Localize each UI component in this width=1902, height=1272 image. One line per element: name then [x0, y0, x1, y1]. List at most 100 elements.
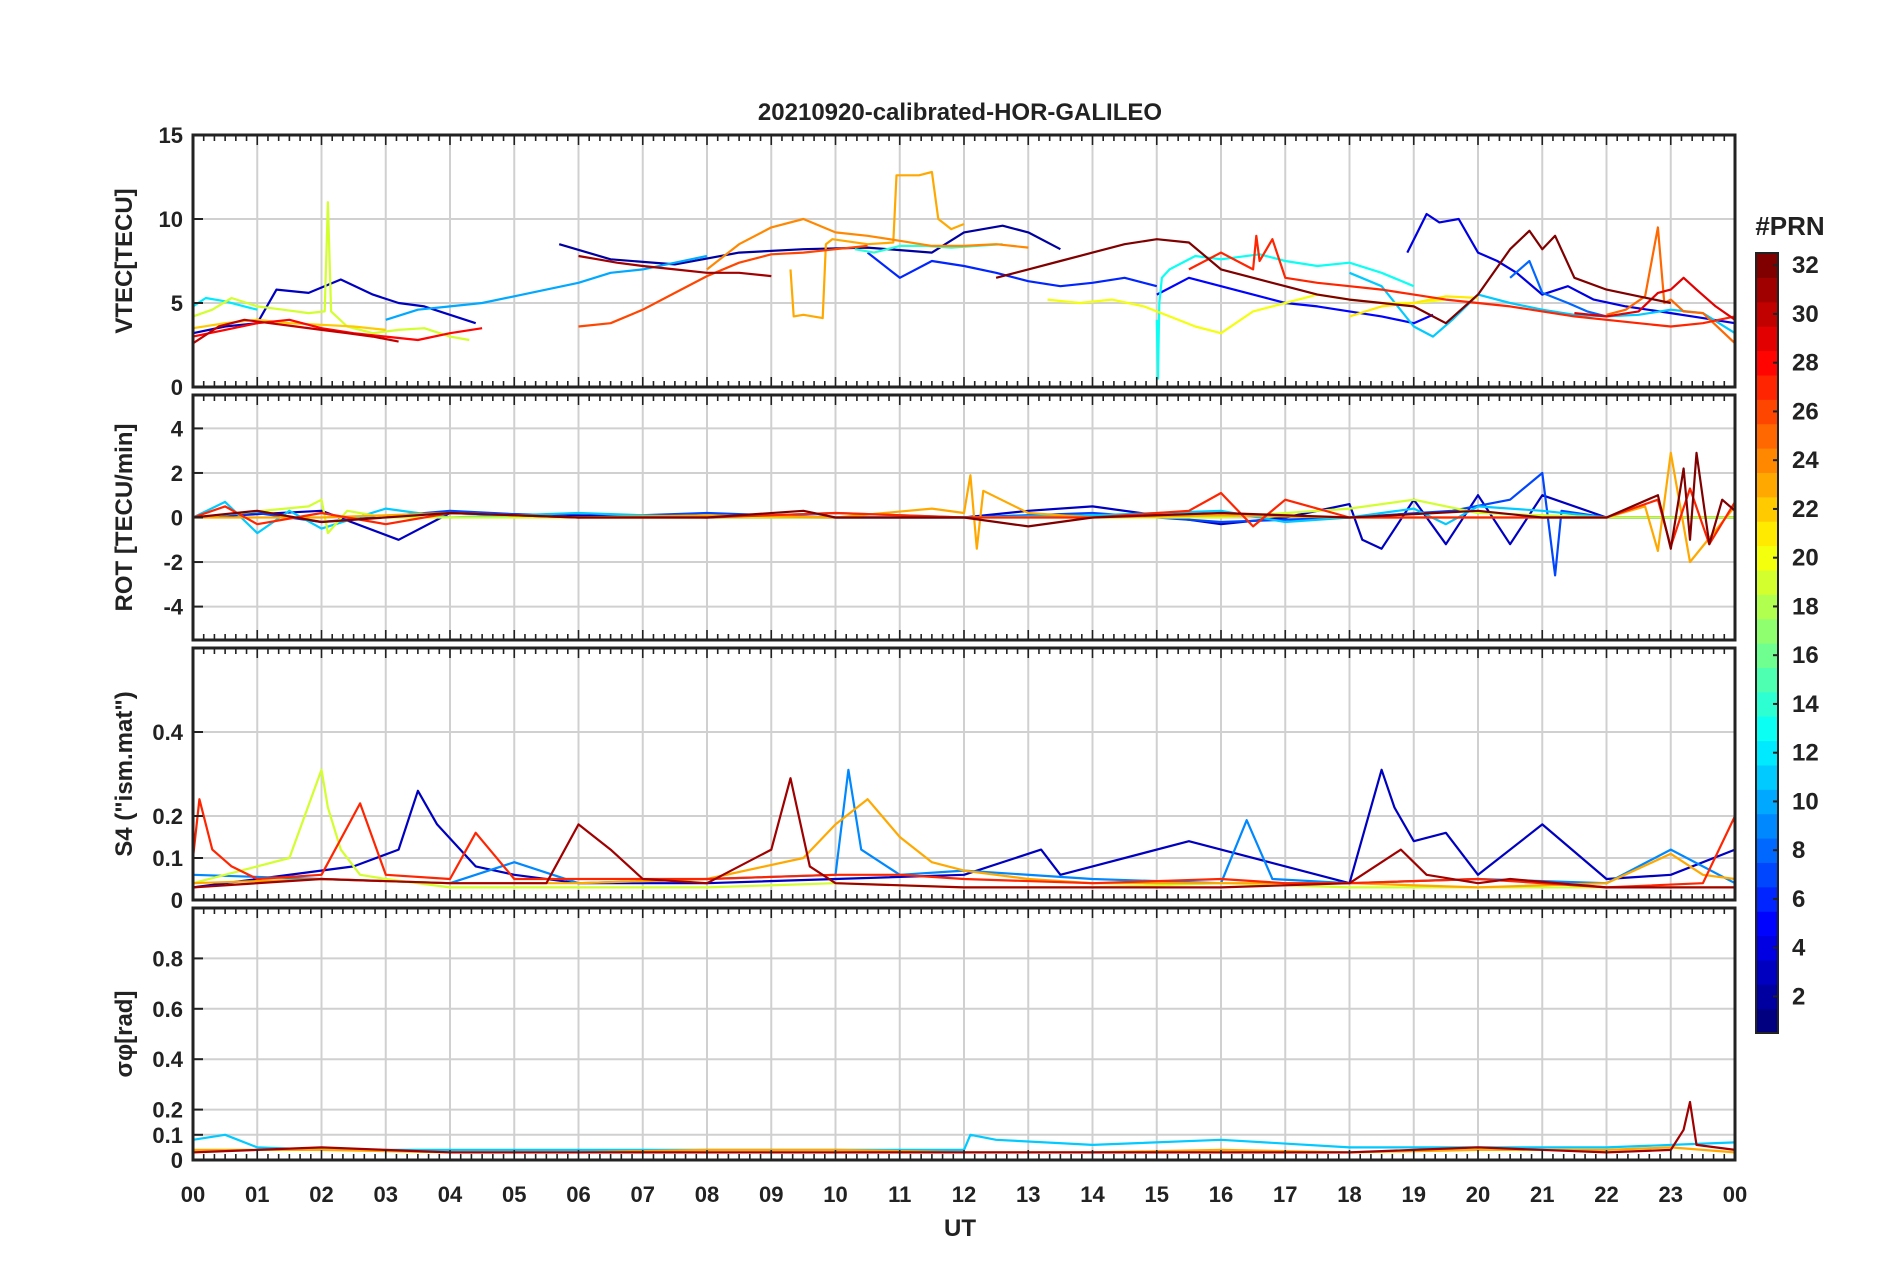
x-tick-label: 17: [1273, 1182, 1297, 1207]
colorbar-cell-prn-27: [1756, 374, 1778, 400]
x-tick-label: 04: [438, 1182, 463, 1207]
y-tick-label: 0: [171, 506, 183, 531]
x-tick-label: 10: [823, 1182, 847, 1207]
colorbar-cell-prn-29: [1756, 326, 1778, 352]
x-tick-label: 11: [888, 1182, 911, 1207]
x-tick-label: 12: [952, 1182, 976, 1207]
colorbar-cell-prn-26: [1756, 399, 1778, 425]
prn-32-series-line: [995, 229, 1672, 325]
y-tick-label: 0.1: [152, 1123, 183, 1148]
prn-23-series-line: [192, 798, 1736, 889]
colorbar-cell-prn-6: [1756, 886, 1778, 912]
prn-31-series-line: [578, 254, 772, 278]
y-tick-label: 10: [159, 207, 183, 232]
colorbar-tick-label: 28: [1792, 350, 1819, 377]
prn-19-series-line: [192, 768, 1735, 889]
prn-27-series-line: [1188, 234, 1736, 328]
x-tick-label: 19: [1402, 1182, 1426, 1207]
x-tick-label: 00: [1723, 1182, 1747, 1207]
s4-panel: 0 0.1 0.2 0.4 S4 ("ism.mat"): [111, 646, 1737, 913]
rot-panel: -4 -2 0 2 4 ROT [TECU/min]: [111, 393, 1737, 642]
panel-frame: [191, 393, 1737, 642]
colorbar-tick-label: 8: [1792, 837, 1805, 864]
colorbar-label: #PRN: [1755, 211, 1824, 241]
colorbar-tick-label: 22: [1792, 496, 1819, 523]
colorbar-cell-prn-31: [1756, 277, 1778, 303]
prn-31-series-line: [192, 777, 1735, 889]
prn-24-series-line: [706, 217, 1029, 271]
colorbar-cell-prn-8: [1756, 838, 1778, 863]
colorbar-tick-label: 16: [1792, 642, 1819, 669]
colorbar-cell-prn-20: [1756, 545, 1778, 571]
y-tick-label: 0.2: [152, 1098, 183, 1123]
colorbar-tick-label: 6: [1792, 886, 1805, 913]
y-tick-label: 0.8: [152, 946, 183, 971]
y-tick-label: 0.4: [152, 1047, 183, 1072]
sigma-phi-panel: 00.10.2 0.4 0.6 0.8 σφ[rad]: [111, 906, 1737, 1173]
colorbar-tick-label: 4: [1792, 935, 1806, 962]
colorbar-cell-prn-12: [1756, 740, 1778, 766]
colorbar-cell-prn-17: [1756, 618, 1778, 644]
x-tick-label: 14: [1080, 1182, 1105, 1207]
colorbar-cell-prn-9: [1756, 813, 1778, 839]
x-tick-label: 03: [374, 1182, 398, 1207]
y-tick-label: 0: [171, 1148, 183, 1173]
colorbar-tick-label: 14: [1792, 691, 1819, 718]
prn-5-series-line: [1156, 276, 1434, 325]
colorbar-cell-prn-16: [1756, 643, 1778, 668]
x-tick-label: 00: [181, 1182, 205, 1207]
colorbar-cell-prn-3: [1756, 959, 1778, 985]
x-tick-label: 08: [695, 1182, 719, 1207]
colorbar-cell-prn-24: [1756, 448, 1778, 473]
colorbar-cell-prn-21: [1756, 521, 1778, 547]
prn-32-series-line: [192, 451, 1736, 550]
colorbar-cell-prn-19: [1756, 569, 1778, 595]
y-tick-label: 0.6: [152, 997, 183, 1022]
colorbar-cell-prn-1: [1756, 1008, 1778, 1034]
colorbar-cell-prn-4: [1756, 935, 1778, 961]
colorbar-cell-prn-32: [1756, 253, 1778, 278]
prn-3-series-line: [192, 768, 1736, 889]
prn-6-series-line: [866, 251, 1158, 288]
s4-ylabel: S4 ("ism.mat"): [111, 691, 138, 856]
x-tick-label: 13: [1016, 1182, 1040, 1207]
vtec-panel: 0 5 10 15 VTEC[TECU]: [111, 123, 1737, 400]
colorbar-tick-label: 30: [1792, 301, 1819, 328]
sigma-phi-ylabel: σφ[rad]: [111, 991, 138, 1078]
y-tick-label: 5: [171, 291, 183, 316]
colorbar-cell-prn-25: [1756, 423, 1778, 449]
prn-30-series-line: [192, 318, 399, 345]
y-tick-label: 2: [171, 461, 183, 486]
chart-title: 20210920-calibrated-HOR-GALILEO: [758, 99, 1162, 126]
colorbar-cell-prn-15: [1756, 667, 1778, 693]
colorbar-cell-prn-23: [1756, 472, 1778, 498]
y-tick-label: 0: [171, 375, 183, 400]
y-tick-label: 4: [171, 416, 184, 441]
x-tick-label: 20: [1466, 1182, 1490, 1207]
panel-frame: [191, 906, 1737, 1162]
x-tick-label: 01: [245, 1182, 269, 1207]
x-axis-tick-labels: 00 01 02 03 04 05 06 07 08 09 10 11 12 13 14 15 16 17 18 19…: [181, 1182, 1747, 1207]
vtec-ylabel: VTEC[TECU]: [111, 188, 138, 333]
x-tick-label: 02: [309, 1182, 333, 1207]
x-tick-label: 09: [759, 1182, 783, 1207]
prn-22-series-line: [192, 318, 386, 331]
prn-2-series-line: [558, 224, 1061, 266]
colorbar-cell-prn-14: [1756, 691, 1778, 717]
y-tick-label: 0.4: [152, 720, 183, 745]
y-tick-label: 0.2: [152, 804, 183, 829]
prn-23-series-line: [789, 170, 965, 320]
colorbar-cell-prn-5: [1756, 911, 1778, 937]
x-tick-label: 05: [502, 1182, 526, 1207]
colorbar-cell-prn-28: [1756, 350, 1778, 376]
x-tick-label: 22: [1594, 1182, 1618, 1207]
prn-8-series-line: [1509, 259, 1607, 318]
prn-13-series-line: [1155, 253, 1415, 380]
prn-29-series-line: [1574, 276, 1736, 321]
y-tick-label: -2: [163, 550, 183, 575]
y-tick-label: 0.1: [152, 846, 183, 871]
prn-26-series-line: [578, 244, 868, 328]
colorbar-cell-prn-18: [1756, 594, 1778, 620]
